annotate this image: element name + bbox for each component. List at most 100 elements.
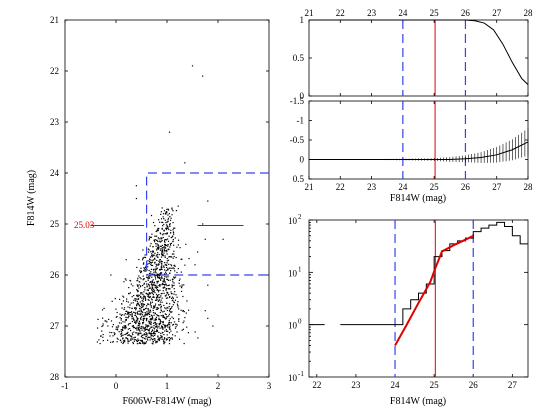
cmd-point [138, 320, 141, 322]
cmd-point [180, 287, 183, 289]
cmd-point [156, 230, 158, 232]
cmd-point [142, 300, 144, 302]
cmd-point [130, 311, 133, 313]
cmd-point [156, 340, 158, 342]
cmd-point [154, 306, 156, 309]
cmd-point [166, 224, 168, 226]
cmd-point [164, 219, 166, 221]
cmd-point [140, 313, 142, 315]
cmd-point [151, 326, 153, 328]
cmd-point [152, 307, 154, 309]
cmd-point [160, 332, 162, 335]
cmd-point [166, 257, 168, 260]
cmd-point [141, 306, 144, 308]
cmd-point [126, 312, 129, 314]
cmd-point [161, 326, 164, 328]
cmd-point [139, 318, 142, 320]
cmd-point [144, 254, 146, 256]
cmd-point [157, 264, 159, 266]
cmd-point [168, 305, 170, 308]
cmd-point [129, 280, 132, 282]
cmd-point [126, 310, 128, 312]
completeness-x-tick-label-top: 24 [398, 8, 408, 18]
cmd-point [138, 304, 140, 306]
cmd-point [142, 249, 144, 251]
cmd-point [138, 342, 140, 345]
cmd-point [212, 325, 214, 327]
cmd-point [163, 266, 165, 269]
cmd-point [160, 334, 162, 337]
cmd-point [124, 321, 126, 323]
cmd-point [157, 256, 159, 258]
cmd-point [156, 307, 158, 309]
cmd-point [130, 335, 132, 338]
cmd-point [160, 299, 162, 301]
cmd-point [162, 283, 164, 285]
cmd-point [124, 333, 126, 336]
cmd-point [175, 210, 178, 212]
cmd-point [153, 268, 155, 270]
cmd-point [168, 340, 171, 342]
cmd-point [159, 249, 161, 251]
cmd-point [112, 341, 114, 343]
lf-x-tick-label: 23 [351, 380, 361, 390]
cmd-point [143, 282, 145, 284]
cmd-point [170, 337, 172, 340]
cmd-point [135, 307, 137, 309]
cmd-point [153, 289, 155, 291]
cmd-point [161, 237, 163, 239]
cmd-point [158, 323, 160, 325]
cmd-point [139, 332, 142, 334]
cmd-point [173, 293, 175, 295]
cmd-point [126, 298, 128, 300]
cmd-point [180, 258, 182, 260]
cmd-point [158, 337, 161, 339]
cmd-point [149, 296, 152, 298]
cmd-point [117, 327, 119, 329]
cmd-point [155, 318, 157, 320]
cmd-point [163, 339, 165, 341]
cmd-point [127, 334, 129, 337]
cmd-point [155, 326, 157, 328]
cmd-point [169, 215, 171, 218]
cmd-point [165, 276, 168, 278]
cmd-point [142, 342, 144, 344]
cmd-point [136, 340, 139, 342]
cmd-point [162, 290, 164, 292]
cmd-point [115, 326, 117, 328]
cmd-point [165, 211, 167, 213]
bias-x-axis-label: F814W (mag) [390, 193, 446, 204]
cmd-point [160, 306, 162, 308]
cmd-point [144, 289, 146, 291]
cmd-point [168, 332, 171, 334]
cmd-point [124, 327, 126, 329]
cmd-point [127, 312, 130, 314]
cmd-point [147, 294, 149, 296]
cmd-point [143, 334, 145, 336]
cmd-point [161, 261, 163, 263]
cmd-point [159, 273, 162, 275]
cmd-y-tick-label: 27 [50, 321, 60, 331]
cmd-point [165, 271, 167, 273]
cmd-point [130, 338, 132, 340]
cmd-point [152, 251, 154, 253]
cmd-mag-limit-label: 25.03 [74, 220, 95, 230]
cmd-point [159, 221, 161, 223]
cmd-point [167, 214, 169, 216]
cmd-point [173, 264, 175, 267]
cmd-point [161, 277, 163, 279]
cmd-point [177, 306, 179, 308]
cmd-point [202, 75, 204, 77]
cmd-point [144, 296, 146, 298]
cmd-point [155, 308, 157, 311]
cmd-point [129, 311, 131, 314]
cmd-point [171, 214, 173, 216]
cmd-point [149, 321, 151, 323]
cmd-point [116, 341, 118, 343]
cmd-point [156, 264, 158, 266]
cmd-point [98, 339, 100, 341]
cmd-point [155, 330, 157, 333]
cmd-point [164, 264, 166, 266]
cmd-point [134, 336, 136, 338]
cmd-point [158, 317, 160, 319]
